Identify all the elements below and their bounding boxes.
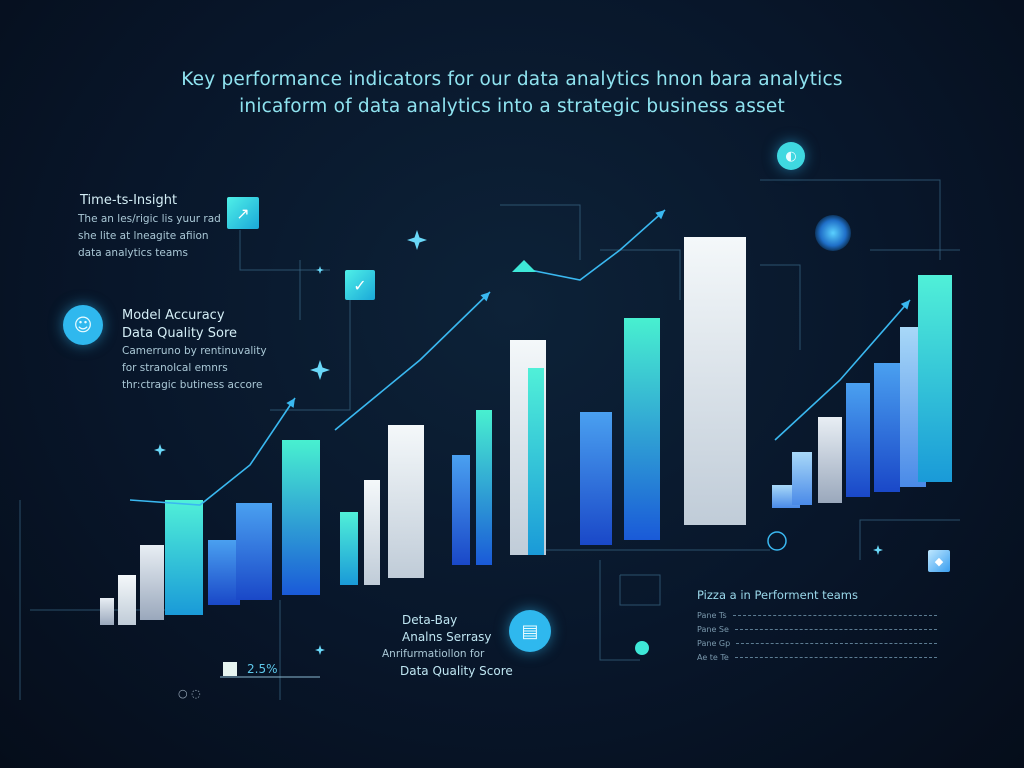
node-ring [767, 531, 787, 551]
row-label: Pane Gp [697, 638, 731, 648]
bar [282, 440, 320, 595]
model-accuracy-heading: Model Accuracy [122, 308, 225, 323]
arrow-head-icon [900, 300, 910, 310]
connector-line [760, 264, 801, 350]
bar [580, 412, 612, 545]
loop-icon: ○ ◌ [178, 687, 201, 700]
row-label: Pane Se [697, 624, 729, 634]
pie-icon: ◐ [777, 142, 805, 170]
list-item: Pane Se [697, 622, 937, 636]
trend-line [334, 291, 491, 431]
connector-line [599, 560, 640, 661]
arrow-head-icon [286, 398, 295, 408]
bar [236, 503, 272, 600]
bar [140, 545, 164, 620]
bar [364, 480, 380, 585]
sparkle-icon [873, 545, 883, 555]
connector-line [859, 519, 960, 560]
trend-line [774, 299, 911, 441]
sparkle-icon [407, 230, 427, 250]
arrow-head-icon [480, 292, 490, 302]
connector-line [600, 249, 681, 300]
trend-line [529, 209, 666, 281]
arrow-head-icon [655, 210, 665, 220]
data-quality-heading: Data Quality Sore [122, 326, 238, 341]
triangle-icon [512, 260, 536, 272]
title-line-1: Key performance indicators for our data … [181, 69, 843, 90]
performance-list: Pizza a in Performent teams Pane Ts Pane… [697, 588, 937, 664]
bar [165, 500, 203, 615]
bar [818, 417, 842, 503]
performance-heading: Pizza a in Performent teams [697, 588, 858, 602]
bar [624, 318, 660, 540]
cube-icon: ◆ [928, 550, 950, 572]
connector-line [239, 230, 330, 271]
text-line: Deta-Bay [402, 613, 458, 627]
text-line: data analytics teams [78, 247, 188, 259]
bar [388, 425, 424, 578]
connector-line [619, 574, 661, 606]
bar [476, 410, 492, 565]
title-line-2: inicaform of data analytics into a strat… [239, 96, 785, 117]
legend-swatch [223, 662, 237, 676]
time-to-insight-heading: Time-ts-Insight [80, 193, 178, 208]
bar [792, 452, 812, 505]
bar [918, 275, 952, 482]
bar [118, 575, 136, 625]
text-line: Data Quality Score [400, 664, 513, 678]
user-circle-icon: ☺ [63, 305, 103, 345]
bar [100, 598, 114, 625]
sparkle-icon [154, 444, 166, 456]
percent-value: 2.5% [247, 662, 278, 676]
sparkle-icon [310, 360, 330, 380]
text-line: thr:ctragic butiness accore [122, 379, 263, 391]
text-line: Camerruno by rentinuvality [122, 345, 267, 357]
globe-icon [815, 215, 851, 251]
list-item: Pane Gp [697, 636, 937, 650]
trend-line [129, 397, 296, 506]
bar [208, 540, 240, 605]
page-title: Key performance indicators for our data … [0, 66, 1024, 120]
list-item: Pane Ts [697, 608, 937, 622]
check-tile-icon: ✓ [345, 270, 375, 300]
list-item: Ae te Te [697, 650, 937, 664]
sparkle-icon [315, 645, 325, 655]
model-accuracy-block: Model Accuracy Data Quality Sore Camerru… [122, 308, 267, 394]
connector-line [270, 300, 351, 411]
row-label: Ae te Te [697, 652, 729, 662]
row-label: Pane Ts [697, 610, 727, 620]
text-line: for stranolcal emnrs [122, 362, 228, 374]
data-quality-block: Deta-Bay Analns Serrasy Anrifurmatiollon… [382, 612, 513, 680]
bar [846, 383, 870, 497]
connector-line [760, 179, 941, 260]
document-circle-icon: ▤ [509, 610, 551, 652]
bar [340, 512, 358, 585]
text-line: Anrifurmatiollon for [382, 648, 485, 660]
chart-tile-icon: ↗ [227, 197, 259, 229]
bar [528, 368, 544, 555]
sparkle-icon [316, 266, 324, 274]
text-line: The an les/rigic lis yuur rad [78, 213, 221, 225]
bar [684, 237, 746, 525]
time-to-insight-block: Time-ts-Insight The an les/rigic lis yuu… [78, 193, 221, 262]
text-line: Analns Serrasy [402, 630, 492, 644]
bar [874, 363, 900, 492]
bar [452, 455, 470, 565]
node-dot [635, 641, 649, 655]
text-line: she lite at lneagite afiion [78, 230, 209, 242]
connector-line [500, 204, 581, 260]
